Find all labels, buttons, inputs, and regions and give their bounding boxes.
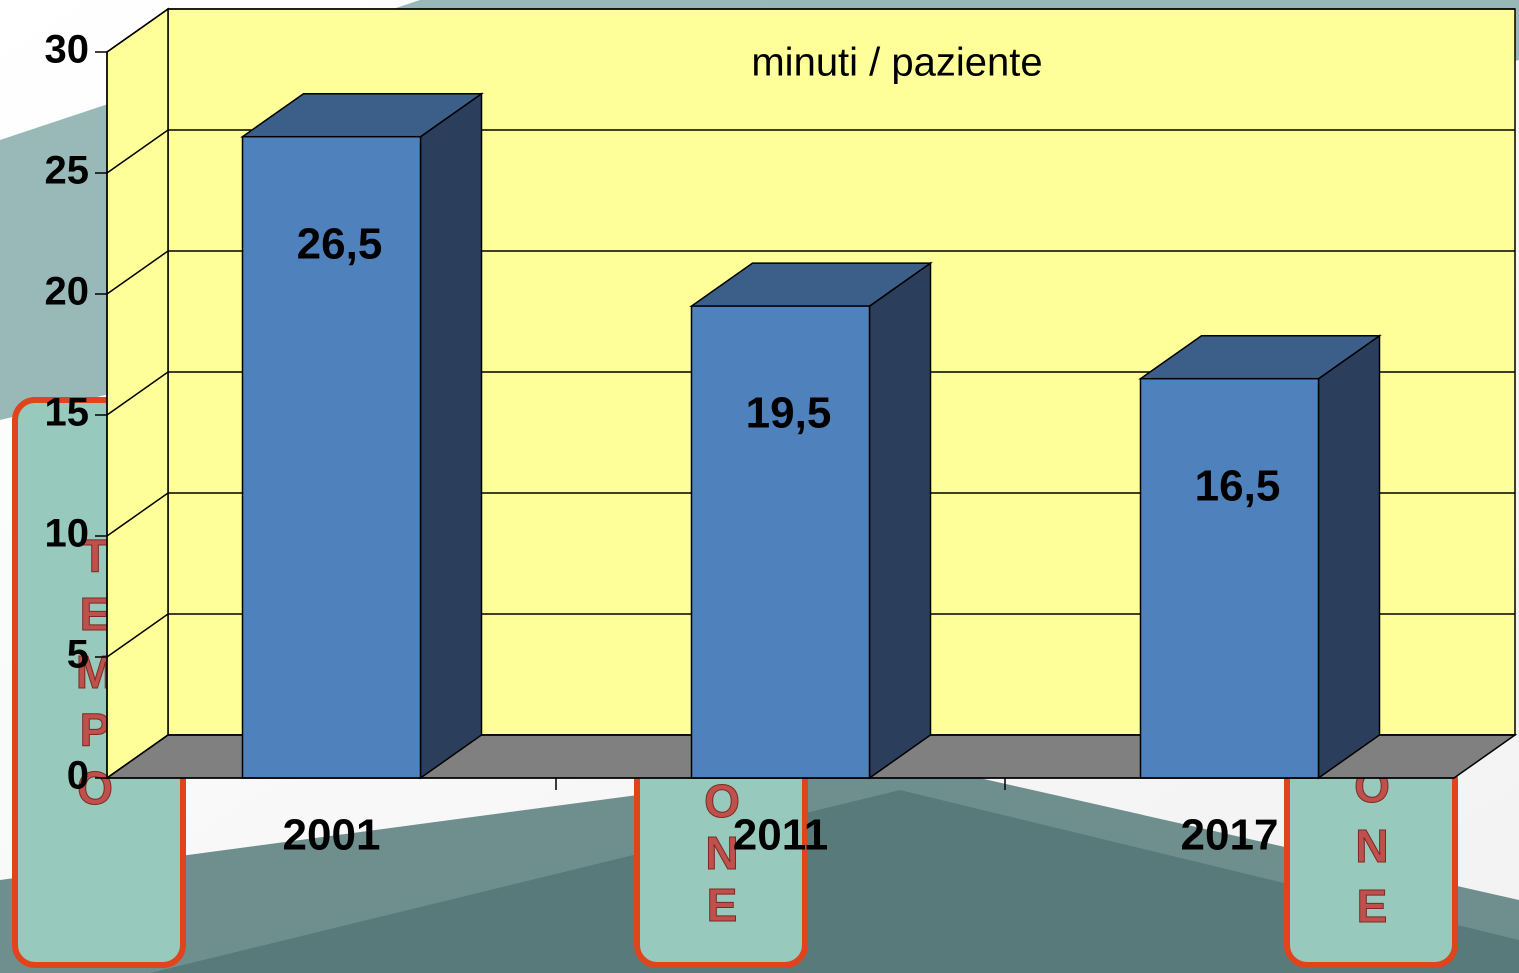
y-tick-label: 25	[45, 149, 90, 193]
bar	[241, 135, 422, 779]
data-label: 26,5	[297, 219, 383, 268]
x-tick-label: 2001	[283, 811, 381, 860]
grid-line	[106, 734, 1515, 779]
decor-letter: N	[1355, 820, 1388, 872]
bar-side	[868, 261, 932, 780]
grid-line	[106, 492, 1515, 537]
decor-letter: N	[705, 827, 738, 879]
bar	[1139, 377, 1320, 779]
bar-side	[419, 92, 483, 780]
grid-line	[106, 250, 1515, 295]
decor-letter: E	[1357, 880, 1388, 932]
y-tick-label: 15	[45, 391, 90, 435]
decor-band	[150, 790, 1519, 973]
grid-line	[106, 613, 1515, 658]
data-label: 16,5	[1195, 461, 1281, 510]
decor-letter: O	[704, 775, 740, 827]
decor-letter: E	[80, 588, 111, 640]
bar-side	[1317, 334, 1381, 780]
y-tick-label: 5	[67, 633, 89, 677]
grid-line	[106, 371, 1515, 416]
x-tick-label: 2011	[733, 811, 828, 860]
bar	[690, 305, 871, 779]
y-tick-label: 10	[45, 512, 90, 556]
annotation: minuti / paziente	[751, 41, 1042, 85]
plot: 0 5 10 15 20 25 30 minuti / paziente 26,5 2001 19,…	[45, 7, 1518, 860]
grid-line	[106, 129, 1515, 174]
y-tick-label: 0	[67, 754, 89, 798]
decor-letter: E	[707, 879, 738, 931]
grid-line	[106, 8, 1515, 53]
data-label: 19,5	[746, 389, 832, 438]
decor-letter: P	[80, 704, 111, 756]
decor-letter: T	[81, 530, 109, 582]
y-tick-label: 20	[45, 270, 90, 314]
y-tick-label: 30	[45, 28, 90, 72]
x-tick-label: 2017	[1181, 811, 1279, 860]
